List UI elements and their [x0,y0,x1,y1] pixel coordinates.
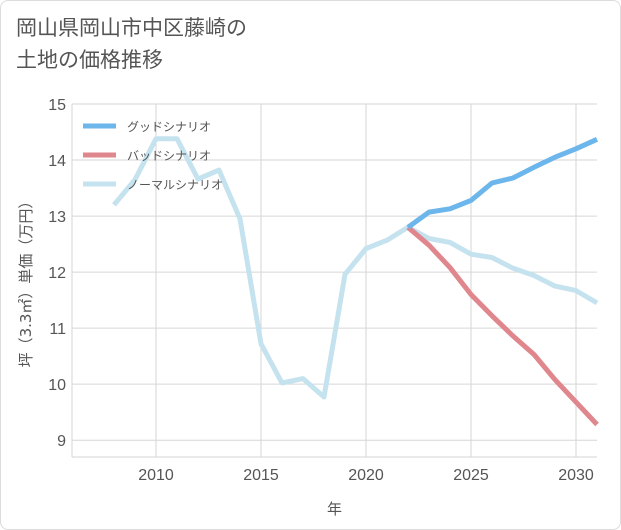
axes-layer: 9 10 11 12 13 14 15 2010 2015 2020 2025 2030 [48,97,594,484]
y-tick-label: 11 [49,321,66,338]
y-tick-label: 13 [48,209,66,226]
legend-label-good: グッドシナリオ [127,120,211,134]
x-tick-label: 2010 [138,467,174,484]
x-tick-label: 2015 [243,467,279,484]
chart-title-line-1: 岡山県岡山市中区藤崎の [16,16,247,40]
y-tick-label: 9 [57,433,66,450]
grid [71,103,597,458]
series-layer [112,136,599,427]
legend-label-normal: ノーマルシナリオ [127,178,223,192]
x-tick-label: 2030 [558,467,594,484]
y-axis-label: 坪（3.3㎡）単価（万円） [17,194,35,368]
series-line-good [406,137,599,230]
x-tick-label: 2020 [348,467,384,484]
x-tick-label: 2025 [453,467,489,484]
series-line-normal [112,136,599,400]
y-tick-label: 12 [48,265,66,282]
y-tick-label: 15 [48,97,66,114]
chart-title: 岡山県岡山市中区藤崎の 土地の価格推移 [16,12,247,76]
legend-label-bad: バッドシナリオ [127,149,211,163]
x-axis-label: 年 [327,500,342,518]
series-line-bad [406,225,599,427]
y-tick-label: 10 [48,377,66,394]
y-tick-label: 14 [48,153,66,170]
chart-title-line-2: 土地の価格推移 [16,48,163,72]
